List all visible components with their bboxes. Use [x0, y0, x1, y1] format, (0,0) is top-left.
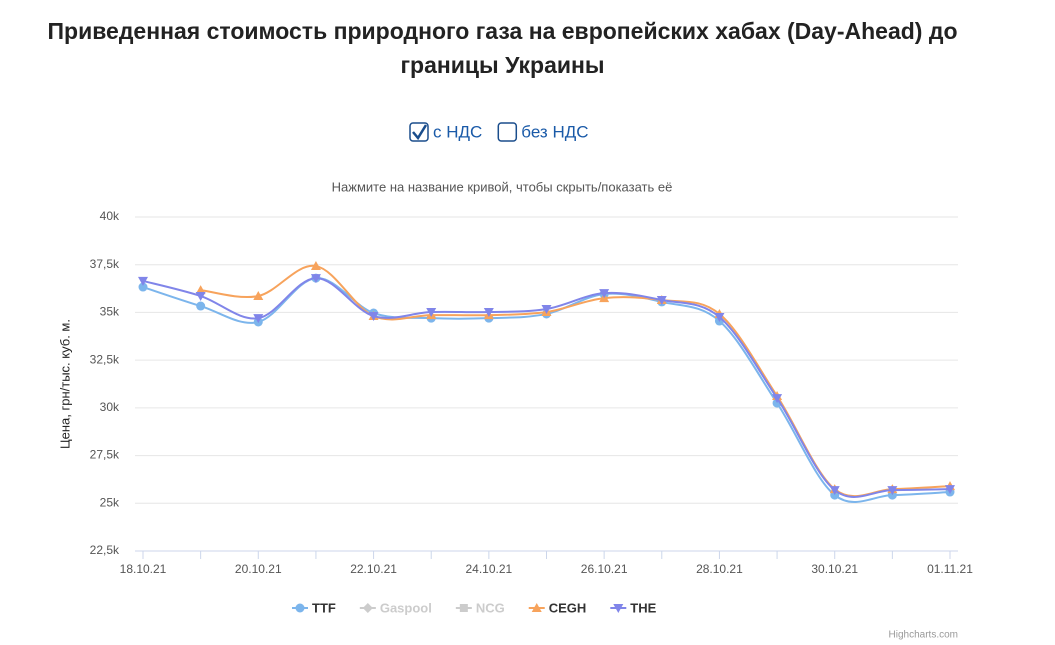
series-line	[142, 277, 951, 498]
x-tick-label: 30.10.21	[811, 562, 858, 576]
x-tick-label: 20.10.21	[235, 562, 282, 576]
y-tick-label: 25k	[100, 495, 120, 509]
marker	[459, 604, 468, 612]
y-tick-label: 37,5k	[90, 257, 120, 271]
x-tick-label: 01.11.21	[927, 562, 973, 576]
marker	[253, 291, 264, 301]
marker	[195, 285, 206, 295]
marker	[613, 604, 624, 613]
marker	[772, 394, 783, 404]
marker	[253, 314, 264, 324]
page-title: Приведенная стоимость природного газа на…	[47, 18, 958, 78]
checkbox[interactable]: без НДС	[497, 122, 589, 142]
credits: Highcharts.com	[889, 630, 958, 641]
marker	[138, 276, 148, 286]
checkbox-check	[412, 124, 428, 141]
legend-label: THE	[630, 600, 656, 615]
marker	[945, 485, 955, 495]
marker	[310, 274, 321, 284]
y-tick-label: 30k	[100, 400, 120, 414]
legend-label: Gaspool	[380, 600, 432, 615]
marker	[310, 261, 321, 271]
legend-label: TTF	[312, 600, 336, 615]
marker	[829, 486, 840, 496]
marker	[295, 603, 305, 613]
x-tick-label: 18.10.21	[120, 562, 167, 576]
y-tick-label: 22,5k	[90, 543, 120, 557]
checkbox-box	[497, 122, 518, 142]
marker	[195, 292, 206, 302]
checkbox[interactable]: с НДС	[409, 122, 482, 142]
legend-label: CEGH	[549, 600, 587, 615]
y-tick-label: 32,5k	[90, 352, 120, 366]
marker	[599, 289, 610, 299]
marker	[138, 282, 148, 292]
chart-subtitle: Нажмите на название кривой, чтобы скрыть…	[332, 179, 673, 194]
legend-item[interactable]: Gaspool	[359, 600, 432, 615]
marker	[362, 603, 373, 613]
marker	[887, 486, 898, 496]
marker	[426, 308, 437, 318]
legend-item[interactable]: THE	[610, 600, 657, 615]
legend-item[interactable]: TTF	[292, 600, 336, 615]
legend-label: NCG	[476, 600, 505, 615]
y-axis-title: Цена, грн/тыс. куб. м.	[57, 319, 72, 449]
checkbox-label: с НДС	[433, 122, 482, 141]
y-tick-label: 27,5k	[90, 448, 120, 462]
legend-item[interactable]: NCG	[455, 600, 505, 615]
x-tick-label: 24.10.21	[465, 562, 512, 576]
marker	[714, 313, 725, 323]
legend-item[interactable]: CEGH	[528, 600, 587, 615]
marker	[368, 312, 379, 322]
x-tick-label: 26.10.21	[581, 562, 628, 576]
x-tick-label: 28.10.21	[696, 562, 743, 576]
checkbox-label: без НДС	[521, 122, 588, 141]
x-tick-label: 22.10.21	[350, 562, 397, 576]
marker	[196, 301, 206, 311]
marker	[656, 296, 667, 306]
y-tick-label: 40k	[100, 209, 120, 223]
marker	[483, 308, 494, 318]
y-tick-label: 35k	[100, 305, 120, 319]
marker	[541, 304, 552, 314]
series-line	[142, 277, 951, 504]
marker	[531, 603, 542, 612]
